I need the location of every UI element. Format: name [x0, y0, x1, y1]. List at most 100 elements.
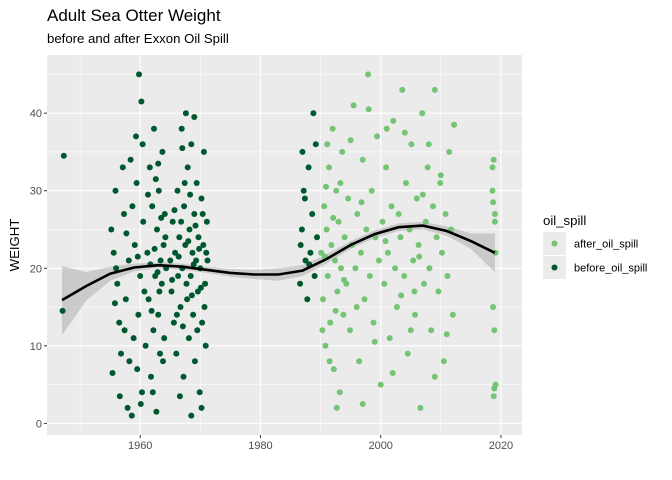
data-point [145, 191, 151, 198]
data-point [422, 218, 429, 225]
data-point [154, 269, 161, 276]
data-point [186, 226, 193, 233]
data-point [178, 125, 185, 132]
data-point [189, 249, 196, 256]
data-point [328, 242, 335, 248]
data-point [437, 172, 444, 179]
data-point [359, 401, 366, 407]
smooth-confidence-band [62, 221, 495, 335]
data-point [489, 164, 496, 171]
data-point [314, 234, 320, 241]
data-point [384, 249, 391, 256]
data-point [188, 292, 195, 299]
data-point [146, 164, 153, 171]
y-axis-title: WEIGHT [7, 219, 22, 272]
legend-label-before: before_oil_spill [574, 263, 647, 275]
data-point [130, 335, 137, 342]
data-point [139, 389, 145, 396]
x-tick-label: 1960 [128, 440, 152, 452]
data-point [358, 199, 365, 206]
chart-title: Adult Sea Otter Weight [47, 6, 221, 25]
data-point [338, 265, 344, 272]
data-point [204, 257, 211, 264]
data-point [357, 249, 364, 256]
data-point [425, 141, 432, 148]
x-axis: 1960 1980 2000 2020 [128, 435, 513, 452]
data-point [160, 242, 167, 248]
data-point [312, 141, 319, 148]
data-point [138, 98, 145, 105]
data-point [155, 311, 162, 318]
series-after-oil-spill [318, 71, 499, 411]
data-point [406, 226, 413, 233]
data-point [490, 393, 497, 400]
data-point [345, 195, 352, 202]
legend-title: oil_spill [543, 213, 586, 228]
series-before-oil-spill [59, 71, 320, 419]
data-point [437, 180, 444, 186]
data-point [122, 296, 129, 303]
data-point [419, 191, 426, 198]
data-point [339, 148, 346, 155]
data-point [181, 180, 188, 186]
y-tick-label: 40 [30, 108, 42, 120]
data-point [326, 164, 332, 171]
data-point [298, 226, 305, 233]
data-point [149, 203, 156, 210]
data-point [363, 226, 370, 233]
data-point [199, 319, 206, 326]
data-point [407, 327, 414, 334]
data-point [131, 242, 138, 248]
data-point [359, 156, 366, 163]
data-point [383, 164, 390, 171]
data-point [336, 389, 343, 396]
data-point [347, 327, 353, 334]
data-point [157, 257, 164, 264]
data-point [381, 280, 388, 287]
data-point [184, 296, 191, 303]
data-point [341, 234, 348, 241]
data-point [305, 164, 312, 171]
data-point [125, 257, 132, 264]
data-point [185, 238, 192, 245]
data-point [133, 133, 139, 140]
data-point [108, 226, 115, 233]
y-axis: 0 10 20 30 40 [30, 108, 47, 430]
data-point [352, 265, 359, 272]
data-point [347, 137, 354, 144]
data-point [419, 110, 426, 117]
data-point [173, 350, 180, 357]
data-point [202, 342, 209, 349]
data-point [200, 242, 207, 248]
data-point [440, 358, 447, 365]
data-point [184, 164, 191, 171]
data-point [114, 280, 121, 287]
data-point [374, 133, 381, 140]
data-point [113, 265, 120, 272]
data-point [109, 370, 116, 376]
data-point [439, 249, 445, 256]
data-point [334, 288, 341, 295]
data-point [382, 238, 389, 245]
data-point [112, 187, 119, 194]
data-point [332, 307, 339, 314]
data-point [139, 141, 146, 148]
x-tick-label: 2020 [489, 440, 513, 452]
data-point [413, 195, 420, 202]
data-point [187, 191, 194, 198]
data-point [330, 214, 337, 221]
data-point [490, 304, 497, 310]
data-point [408, 141, 415, 148]
data-point [442, 211, 449, 217]
data-point [176, 234, 183, 241]
data-point [388, 203, 395, 210]
data-point [59, 307, 66, 314]
grid-minor [47, 55, 522, 435]
data-point [203, 249, 210, 256]
data-point [198, 404, 205, 411]
data-point [127, 156, 134, 163]
data-point [190, 311, 197, 318]
data-point [179, 145, 186, 152]
data-point [329, 125, 336, 132]
data-point [446, 148, 453, 155]
